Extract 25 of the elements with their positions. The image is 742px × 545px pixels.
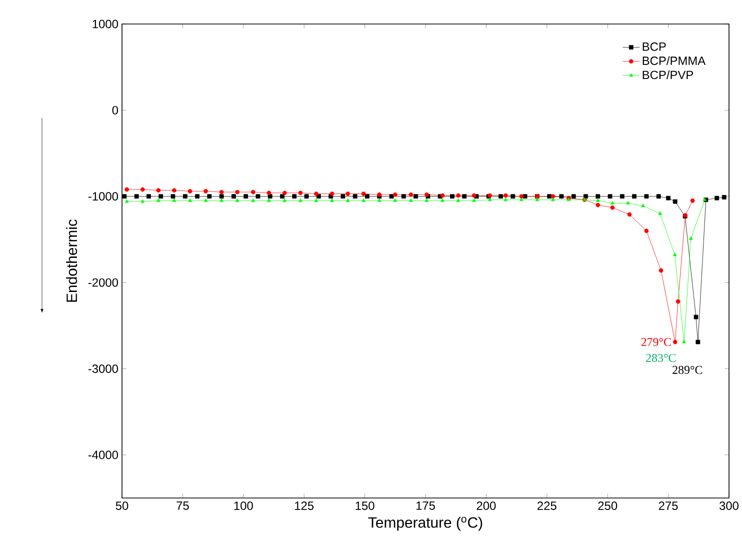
y-tick-label: -1000 bbox=[88, 192, 118, 201]
annotation: 279°C bbox=[641, 338, 671, 346]
y-tick-label: 0 bbox=[112, 106, 118, 114]
x-tick-label: 175 bbox=[416, 502, 435, 510]
x-tick-label: 150 bbox=[356, 502, 374, 510]
x-tick-label: 50 bbox=[116, 502, 128, 510]
x-tick-label: 125 bbox=[295, 502, 314, 510]
x-tick-label: 300 bbox=[719, 502, 739, 510]
x-tick-label: 100 bbox=[234, 502, 253, 510]
annotation: 283°C bbox=[646, 354, 676, 362]
x-axis-title: Temperature ($^{o}$C) bbox=[368, 516, 482, 531]
y-tick-label: -4000 bbox=[88, 450, 118, 460]
legend-label: BCP bbox=[642, 42, 666, 51]
y-tick-label: -3000 bbox=[88, 364, 118, 373]
y-tick-label: 1000 bbox=[92, 20, 118, 28]
y-tick-label: -2000 bbox=[88, 278, 118, 287]
x-tick-label: 225 bbox=[538, 502, 556, 510]
legend-label: BCP/PVP bbox=[642, 70, 694, 80]
x-tick-label: 200 bbox=[476, 502, 496, 510]
y-axis-title: Endothermic bbox=[66, 219, 78, 302]
legend-label: BCP/PMMA bbox=[642, 56, 706, 66]
x-tick-label: 250 bbox=[598, 502, 618, 510]
x-tick-label: 75 bbox=[176, 502, 189, 510]
annotation: 289°C bbox=[672, 366, 702, 374]
x-tick-label: 275 bbox=[658, 502, 678, 510]
